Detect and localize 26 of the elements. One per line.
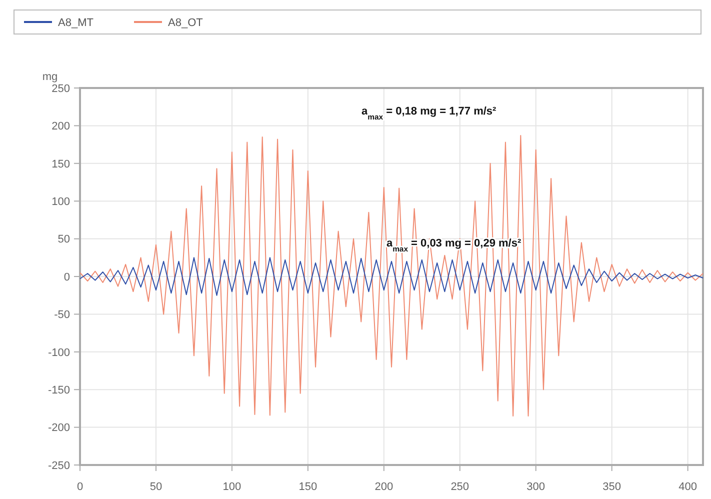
y-tick-label: 150 (52, 158, 70, 170)
y-axis-title: mg (42, 71, 58, 83)
y-tick-label: -200 (48, 422, 70, 434)
annotation: a$_{max}$ = 0,18 mg = 1,77 m/s² (362, 105, 497, 121)
y-tick-label: -100 (48, 346, 70, 359)
x-tick-label: 100 (222, 481, 242, 493)
x-tick-label: 300 (526, 481, 546, 493)
x-tick-label: 0 (76, 481, 84, 493)
x-tick-label: 250 (450, 481, 470, 493)
y-tick-label: 250 (52, 82, 70, 95)
y-tick-label: -250 (48, 460, 70, 472)
line-series (80, 135, 704, 416)
y-tick-label: 50 (58, 234, 70, 246)
y-tick-label: 0 (64, 271, 70, 284)
legend-label: A8_MT (58, 16, 94, 29)
y-tick-label: 100 (52, 196, 70, 208)
x-tick-label: 350 (602, 481, 622, 493)
line-series (80, 257, 704, 296)
x-tick-label: 200 (374, 481, 394, 493)
y-tick-label: -50 (54, 309, 70, 322)
x-tick-label: 50 (150, 481, 162, 493)
y-tick-label: 200 (52, 120, 70, 133)
x-tick-label: 400 (678, 481, 697, 493)
x-tick-label: 150 (298, 481, 318, 493)
y-tick-label: -150 (48, 384, 70, 396)
legend-label: A8_OT (168, 16, 204, 29)
